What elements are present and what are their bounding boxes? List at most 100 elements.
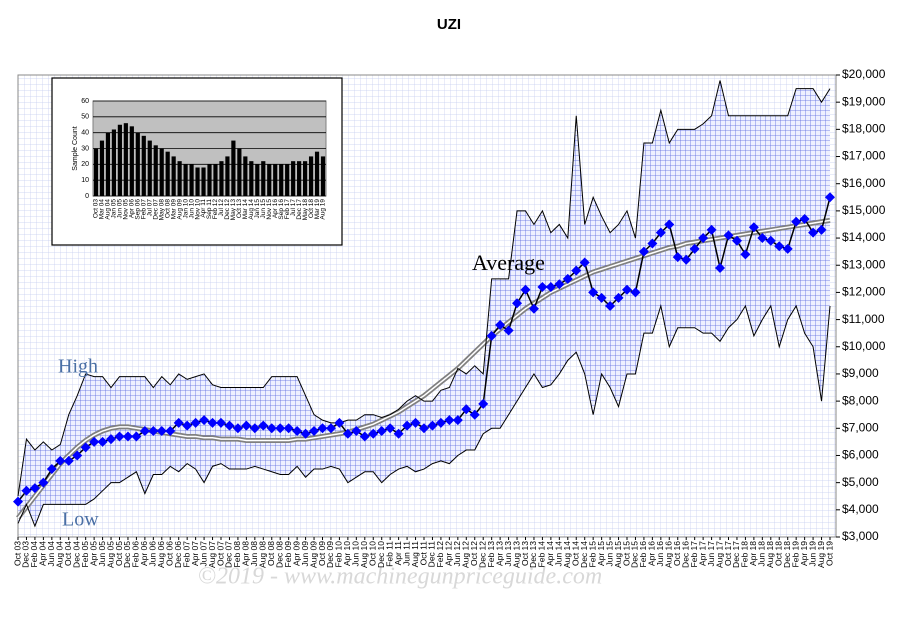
x-tick-label: Dec 18 (782, 541, 792, 568)
average-marker (131, 431, 142, 442)
x-tick-label: Dec 08 (274, 541, 284, 568)
average-marker (435, 417, 446, 428)
average-marker (723, 230, 734, 241)
average-marker (29, 483, 40, 494)
average-marker (13, 496, 23, 507)
x-tick-label: Dec 17 (731, 541, 741, 568)
average-marker (216, 417, 226, 428)
y-tick-label: $16,000 (842, 176, 886, 190)
average-marker (808, 227, 819, 238)
inset-bar (320, 156, 326, 196)
x-tick-label: Apr 11 (393, 541, 403, 566)
x-tick-label: Jun 09 (300, 541, 310, 567)
x-tick-label: Oct 17 (723, 541, 733, 566)
inset-x-tick-label: Jul 17 (290, 199, 297, 217)
inset-x-tick-label: Mar 19 (314, 199, 321, 220)
x-tick-label: Jun 04 (46, 541, 56, 567)
x-tick-label: Jun 17 (706, 541, 716, 567)
range-band (18, 80, 830, 527)
inset-y-tick-label: 30 (81, 145, 89, 152)
inset-x-tick-label: Sep 11 (206, 199, 213, 220)
y-tick-label: $15,000 (842, 203, 886, 217)
inset-bar (261, 161, 266, 196)
x-tick-label: Aug 10 (359, 541, 369, 568)
y-tick-label: $19,000 (842, 94, 886, 108)
inset-x-tick-label: Apr 11 (200, 199, 207, 218)
x-tick-label: Aug 17 (714, 541, 724, 568)
inset-bar (207, 164, 212, 196)
average-marker (309, 426, 320, 437)
range-line (17, 80, 831, 497)
x-tick-label: Oct 10 (368, 541, 378, 566)
inset-bar (159, 148, 164, 196)
y-tick-label: $9,000 (842, 366, 879, 380)
average-marker (351, 426, 362, 437)
inset-bar (285, 164, 290, 196)
x-tick-label: Dec 15 (630, 541, 640, 568)
x-tick-label: Jun 12 (452, 541, 462, 567)
inset-x-tick-label: Jul 12 (218, 199, 225, 217)
x-tick-label: Feb 12 (435, 541, 445, 568)
inset-x-tick-label: Feb 07 (141, 199, 148, 220)
x-tick-label: Feb 09 (283, 541, 293, 568)
inset-y-tick-label: 0 (85, 193, 89, 200)
inset-y-tick-label: 10 (81, 177, 89, 184)
average-marker (765, 235, 776, 246)
inset-bar (237, 148, 242, 196)
x-tick-label: Jun 13 (503, 541, 513, 567)
x-tick-label: Oct 16 (672, 541, 682, 566)
inset-x-tick-label: Oct 08 (164, 199, 171, 219)
inset-x-tick-label: Jan 15 (254, 199, 261, 219)
average-marker (190, 417, 201, 428)
x-tick-label: Oct 07 (215, 541, 225, 566)
average-marker (791, 216, 802, 227)
average-marker (664, 219, 675, 230)
x-tick-label: Oct 14 (571, 541, 581, 566)
inset-x-tick-label: Apr 06 (129, 199, 136, 219)
x-tick-label: Apr 09 (291, 541, 301, 566)
inset-x-tick-label: Feb 12 (212, 199, 219, 220)
y-tick-label: $3,000 (842, 529, 879, 543)
average-marker (325, 423, 336, 434)
x-tick-label: Apr 10 (342, 541, 352, 566)
average-marker (89, 436, 100, 447)
y-tick-label: $11,000 (842, 312, 885, 326)
average-marker (148, 426, 159, 437)
x-tick-label: Feb 05 (80, 541, 90, 568)
inset-bar (165, 151, 170, 196)
inset-bar (219, 161, 224, 196)
x-tick-label: Apr 08 (241, 541, 251, 566)
chart-title: UZI (437, 16, 461, 33)
x-tick-label: Jun 18 (757, 541, 767, 567)
inset-x-tick-label: Aug 04 (105, 199, 112, 220)
y-tick-label: $8,000 (842, 393, 879, 407)
x-tick-label: Aug 15 (613, 541, 623, 568)
inset-bar (213, 164, 218, 196)
inset-y-tick-label: 20 (81, 161, 89, 168)
average-marker (38, 477, 49, 488)
inset-bar (308, 156, 314, 196)
inset-bar (147, 140, 152, 196)
average-marker (605, 301, 616, 311)
x-tick-label: Oct 15 (621, 541, 631, 566)
inset-x-tick-label: Feb 17 (284, 199, 291, 220)
average-marker (292, 426, 303, 437)
y-tick-label: $17,000 (842, 149, 886, 163)
x-tick-label: Feb 07 (181, 541, 191, 568)
average-marker (554, 279, 565, 290)
average-marker (173, 417, 184, 428)
inset-x-tick-label: May 18 (302, 199, 309, 221)
average-marker (72, 450, 83, 461)
inset-y-tick-label: 50 (81, 114, 89, 121)
average-marker (393, 428, 404, 439)
inset-x-tick-label: Mar 09 (170, 199, 177, 220)
average-marker (571, 265, 582, 276)
inset-bar (189, 164, 194, 196)
y-tick-label: $12,000 (842, 285, 886, 299)
x-tick-label: Feb 17 (689, 541, 699, 568)
y-tick-label: $20,000 (842, 67, 886, 81)
average-marker (376, 426, 387, 437)
inset-bar (153, 145, 158, 196)
y-tick-label: $5,000 (842, 475, 879, 489)
